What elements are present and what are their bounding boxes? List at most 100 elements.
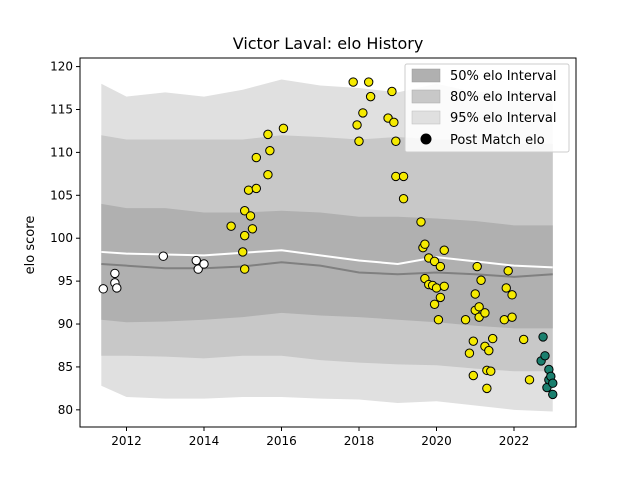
elo-point bbox=[484, 345, 494, 356]
elo-point bbox=[348, 77, 358, 87]
elo-point bbox=[263, 129, 273, 140]
y-axis-label: elo score bbox=[23, 216, 38, 275]
elo-point bbox=[476, 275, 486, 285]
elo-point bbox=[435, 261, 446, 272]
y-tick-label: 100 bbox=[50, 231, 73, 245]
elo-point bbox=[352, 120, 362, 130]
y-tick-label: 110 bbox=[50, 145, 73, 159]
elo-point bbox=[468, 370, 479, 381]
elo-point bbox=[243, 185, 254, 195]
elo-point bbox=[363, 77, 374, 87]
x-tick-label: 2020 bbox=[421, 434, 452, 448]
elo-point bbox=[398, 194, 409, 204]
elo-point bbox=[354, 136, 364, 146]
legend-label-50: 50% elo Interval bbox=[450, 69, 557, 84]
elo-point bbox=[251, 183, 262, 194]
elo-point bbox=[480, 308, 490, 318]
elo-point bbox=[439, 281, 449, 291]
elo-point bbox=[387, 86, 397, 97]
elo-point bbox=[431, 283, 442, 293]
legend-frame bbox=[404, 63, 570, 153]
elo-point bbox=[112, 283, 122, 293]
x-tick-label: 2012 bbox=[111, 434, 142, 448]
elo-point bbox=[158, 251, 169, 261]
elo-point bbox=[507, 290, 517, 300]
y-tick-label: 80 bbox=[58, 403, 73, 417]
y-tick-label: 115 bbox=[50, 102, 73, 116]
elo-point bbox=[468, 336, 479, 346]
elo-point bbox=[538, 332, 548, 342]
elo-point bbox=[191, 255, 201, 266]
elo-point bbox=[439, 245, 449, 255]
interval-bands bbox=[101, 79, 553, 412]
elo-point bbox=[245, 211, 256, 221]
elo-point bbox=[486, 366, 496, 376]
elo-point bbox=[474, 302, 484, 312]
elo-point bbox=[239, 264, 250, 274]
post-match-elo-points bbox=[98, 77, 558, 400]
legend-swatch-80 bbox=[411, 89, 441, 104]
plot-frame bbox=[79, 57, 577, 428]
elo-point bbox=[239, 206, 250, 216]
legend-swatch-95 bbox=[411, 110, 441, 125]
elo-point bbox=[263, 170, 273, 180]
elo-point bbox=[199, 259, 209, 269]
legend-swatch-50 bbox=[411, 68, 441, 83]
elo-point bbox=[420, 239, 430, 249]
x-tick-label: 2022 bbox=[499, 434, 530, 448]
legend-label-95: 95% elo Interval bbox=[450, 111, 557, 126]
elo-point bbox=[518, 334, 529, 345]
elo-point bbox=[482, 383, 492, 394]
elo-point bbox=[472, 261, 482, 272]
elo-point bbox=[391, 171, 401, 182]
elo-point bbox=[110, 268, 120, 279]
x-tick-label: 2016 bbox=[266, 434, 297, 448]
x-tick-label: 2018 bbox=[344, 434, 375, 448]
legend-marker-post-match bbox=[420, 133, 432, 145]
elo-point bbox=[365, 91, 376, 102]
elo-point bbox=[433, 315, 444, 325]
elo-point bbox=[503, 266, 513, 276]
elo-point bbox=[548, 389, 558, 400]
elo-point bbox=[239, 230, 250, 241]
elo-point bbox=[416, 217, 426, 227]
elo-point bbox=[398, 171, 409, 182]
axes: 2012 2014 2016 2018 2020 2022 80 85 90 95 100 105 11… bbox=[50, 57, 577, 448]
elo-point bbox=[501, 283, 511, 293]
elo-point bbox=[193, 264, 203, 274]
chart-title: Victor Laval: elo History bbox=[233, 34, 424, 53]
elo-point bbox=[226, 221, 236, 231]
y-tick-label: 85 bbox=[58, 360, 73, 374]
elo-point bbox=[470, 289, 480, 299]
elo-point bbox=[548, 378, 558, 388]
legend-label-post-match: Post Match elo bbox=[450, 133, 545, 148]
elo-point bbox=[265, 145, 275, 156]
elo-point bbox=[247, 224, 258, 234]
y-tick-label: 105 bbox=[50, 188, 73, 202]
elo-point bbox=[358, 108, 368, 118]
y-tick-label: 120 bbox=[50, 60, 73, 74]
x-tick-label: 2014 bbox=[189, 434, 220, 448]
y-tick-label: 95 bbox=[58, 274, 73, 288]
elo-point bbox=[464, 348, 475, 358]
legend-label-80: 80% elo Interval bbox=[450, 90, 557, 105]
elo-point bbox=[435, 292, 446, 303]
elo-point bbox=[487, 333, 498, 344]
elo-point bbox=[278, 123, 289, 134]
legend: 50% elo Interval 80% elo Interval 95% el… bbox=[404, 63, 570, 153]
elo-point bbox=[460, 315, 471, 325]
elo-point bbox=[499, 315, 510, 325]
median-line bbox=[101, 261, 553, 278]
y-tick-label: 90 bbox=[58, 317, 73, 331]
elo-point bbox=[251, 152, 262, 163]
elo-point bbox=[540, 351, 550, 361]
elo-point bbox=[391, 136, 401, 146]
elo-point bbox=[238, 247, 248, 257]
elo-point bbox=[524, 375, 535, 385]
elo-point bbox=[429, 256, 440, 267]
elo-point bbox=[389, 117, 399, 128]
elo-point bbox=[507, 312, 517, 322]
elo-point bbox=[98, 284, 108, 294]
elo-point bbox=[429, 299, 440, 309]
